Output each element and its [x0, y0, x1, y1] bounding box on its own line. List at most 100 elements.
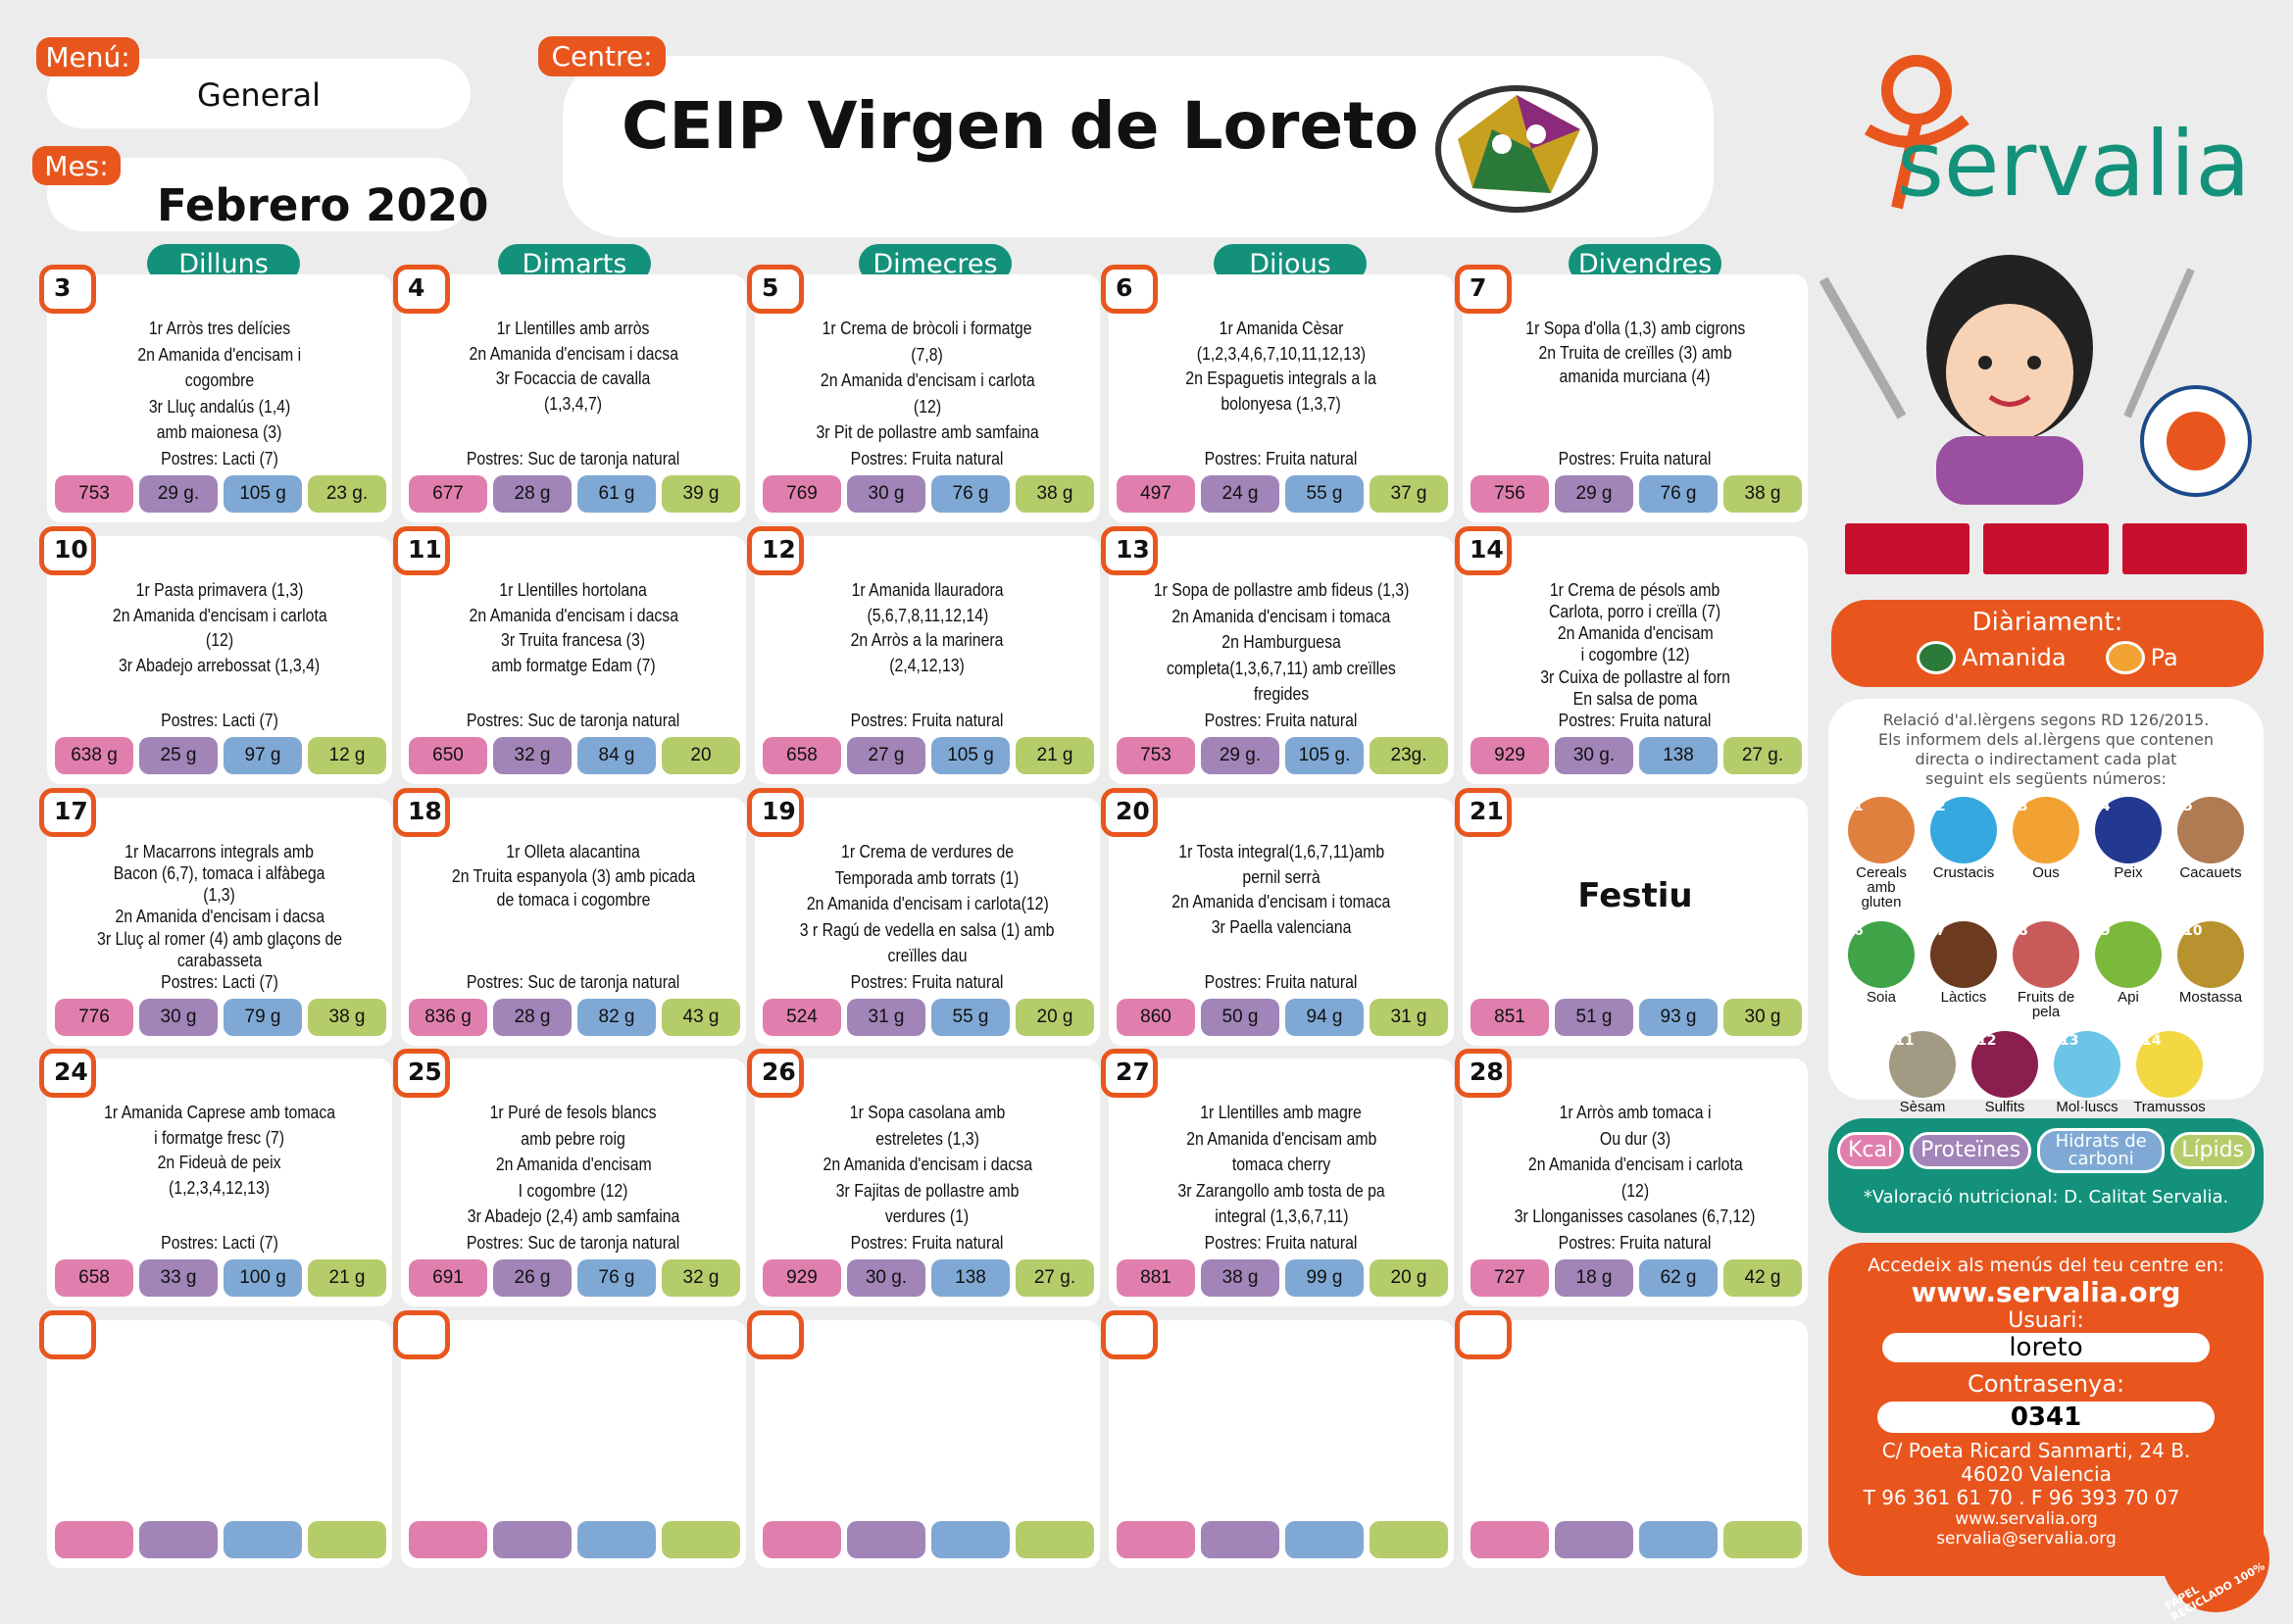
- allergen-item: 2 Crustacis: [1927, 797, 2000, 910]
- allergen-number: 2: [1936, 799, 1946, 814]
- nutrition-kcal: [55, 1521, 133, 1558]
- legend-note: *Valoració nutricional: D. Calitat Serva…: [1863, 1187, 2229, 1207]
- allergen-label: Fruits de pela: [2017, 989, 2075, 1020]
- dish-line: 2n Espaguetis integrals a la: [1185, 369, 1377, 389]
- menu-dishes: 1r Amanida Caprese amb tomaca i formatge …: [53, 1102, 386, 1254]
- nutrition-values: 753 29 g. 105 g 23 g.: [55, 475, 386, 513]
- dish-line: i cogombre (12): [1580, 645, 1690, 665]
- user-label: Usuari:: [2008, 1308, 2084, 1333]
- dish-line: creïlles dau: [887, 946, 968, 966]
- allergen-item: 8 Fruits de pela: [2010, 921, 2082, 1019]
- dish-line: En salsa de poma: [1572, 688, 1698, 709]
- nutrition-hidrats: 55 g: [1285, 475, 1364, 513]
- nutrition-lipids: 23 g.: [308, 475, 386, 513]
- menu-dishes: 1r Arròs tres delícies 2n Amanida d'encis…: [53, 318, 386, 469]
- nutrition-lipids: [308, 1521, 386, 1558]
- dish-line: amanida murciana (4): [1559, 367, 1712, 387]
- dish-line: 1r Puré de fesols blancs: [490, 1103, 657, 1122]
- dish-line: 3r Lluç andalús (1,4): [148, 396, 291, 417]
- nutrition-kcal: 929: [763, 1259, 841, 1297]
- nutrition-hidrats: [1639, 1521, 1718, 1558]
- user-field: loreto: [1882, 1333, 2210, 1362]
- dish-line: 2n Amanida d'encisam: [495, 1155, 652, 1175]
- dish-line: (12): [205, 630, 234, 651]
- dish-line: Postres: Suc de taronja natural: [467, 448, 680, 468]
- email[interactable]: servalia@servalia.org: [1936, 1529, 2117, 1549]
- nutrition-values: 691 26 g 76 g 32 g: [409, 1259, 740, 1297]
- dish-line: pernil serrà: [1242, 866, 1321, 887]
- address-line1: C/ Poeta Ricard Sanmarti, 24 B.: [1881, 1439, 2191, 1462]
- nutrition-values: [1471, 1521, 1802, 1558]
- dish-line: completa(1,3,6,7,11) amb creïlles: [1167, 658, 1396, 678]
- allergen-item: 3 Ous: [2010, 797, 2082, 910]
- nutrition-hidrats: 55 g: [931, 999, 1010, 1036]
- nutrition-values: 776 30 g 79 g 38 g: [55, 999, 386, 1036]
- nutrition-proteines: [139, 1521, 218, 1558]
- dish-line: integral (1,3,6,7,11): [1214, 1206, 1349, 1227]
- dish-line: Postres: Fruita natural: [1205, 971, 1358, 992]
- allergen-label: Mostassa: [2178, 989, 2243, 1006]
- nutrition-values: 753 29 g. 105 g. 23g.: [1117, 737, 1448, 774]
- day-cell: 13 1r Sopa de pollastre amb fideus (1,3) 2…: [1101, 526, 1454, 784]
- dish-line: 2n Arròs a la marinera: [851, 630, 1004, 651]
- dish-line: de tomaca i cogombre: [496, 890, 651, 910]
- nutrition-values: [1117, 1521, 1448, 1558]
- allergen-item: 1 Cereals amb gluten: [1845, 797, 1918, 910]
- allergen-label: Sulfits: [1984, 1099, 2025, 1115]
- nutrition-hidrats: [931, 1521, 1010, 1558]
- nutrition-kcal: [1471, 1521, 1549, 1558]
- dish-line: (2,4,12,13): [889, 655, 966, 675]
- nutrition-hidrats: 79 g: [224, 999, 302, 1036]
- nutrition-proteines: 27 g: [847, 737, 925, 774]
- nutrition-kcal: 638 g: [55, 737, 133, 774]
- nutrition-kcal: 769: [763, 475, 841, 513]
- nutrition-proteines: 32 g: [493, 737, 572, 774]
- day-number: 27: [1101, 1049, 1158, 1098]
- dish-line: fregides: [1253, 684, 1310, 705]
- nutrition-kcal: [1117, 1521, 1195, 1558]
- dish-line: 2n Amanida d'encisam i dacsa: [469, 343, 678, 364]
- allergens-box: Relació d'al.lèrgens segons RD 126/2015.…: [1828, 699, 2264, 1114]
- allergen-number: 7: [1936, 923, 1946, 939]
- day-number: 20: [1101, 788, 1158, 837]
- nutrition-lipids: 20 g: [1370, 1259, 1448, 1297]
- menu-value: General: [196, 76, 322, 114]
- web[interactable]: www.servalia.org: [1955, 1509, 2098, 1529]
- bread-icon: [2105, 641, 2145, 674]
- nutrition-hidrats: 138: [931, 1259, 1010, 1297]
- dish-line: Postres: Suc de taronja natural: [467, 971, 680, 992]
- legend-kcal: Kcal: [1836, 1132, 1905, 1169]
- allergen-number: 9: [2101, 923, 2111, 939]
- month-label: Mes:: [32, 146, 121, 185]
- nutrition-proteines: 29 g.: [1201, 737, 1279, 774]
- dish-line: Postres: Fruita natural: [1205, 448, 1358, 468]
- certifications: [1845, 523, 2247, 574]
- contact-url[interactable]: www.servalia.org: [1911, 1276, 2181, 1308]
- nutrition-proteines: [1555, 1521, 1633, 1558]
- nutrition-hidrats: 105 g.: [1285, 737, 1364, 774]
- menu-dishes: 1r Llentilles amb magre 2n Amanida d'enci…: [1115, 1102, 1448, 1254]
- day-cell: 27 1r Llentilles amb magre 2n Amanida d'en…: [1101, 1049, 1454, 1306]
- day-number: 3: [39, 265, 96, 314]
- dish-line: 1r Macarrons integrals amb: [125, 842, 315, 861]
- nutrition-proteines: 31 g: [847, 999, 925, 1036]
- nutrition-hidrats: 99 g: [1285, 1259, 1364, 1297]
- centre-title: CEIP Virgen de Loreto: [622, 88, 1420, 164]
- day-number: 17: [39, 788, 96, 837]
- nutrition-values: 769 30 g 76 g 38 g: [763, 475, 1094, 513]
- dish-line: 2n Amanida d'encisam i carlota: [112, 605, 327, 625]
- allergen-label: Api: [2118, 989, 2139, 1006]
- menu-dishes: 1r Tosta integral(1,6,7,11)amb pernil ser…: [1115, 841, 1448, 993]
- allergen-number: 3: [2019, 799, 2028, 814]
- allergen-item: 4 Peix: [2092, 797, 2165, 910]
- nutrition-values: [409, 1521, 740, 1558]
- nutrition-lipids: 21 g: [1016, 737, 1094, 774]
- allergen-label: Mol·luscs: [2056, 1099, 2119, 1115]
- allergen-label: Peix: [2114, 864, 2143, 881]
- nutrition-lipids: 20 g: [1016, 999, 1094, 1036]
- day-cell: [1101, 1310, 1454, 1568]
- dish-line: Carlota, porro i creïlla (7): [1549, 602, 1721, 622]
- holiday-label: Festiu: [1577, 876, 1693, 915]
- nutrition-hidrats: [224, 1521, 302, 1558]
- dish-line: 1r Arròs tres delícies: [148, 319, 291, 338]
